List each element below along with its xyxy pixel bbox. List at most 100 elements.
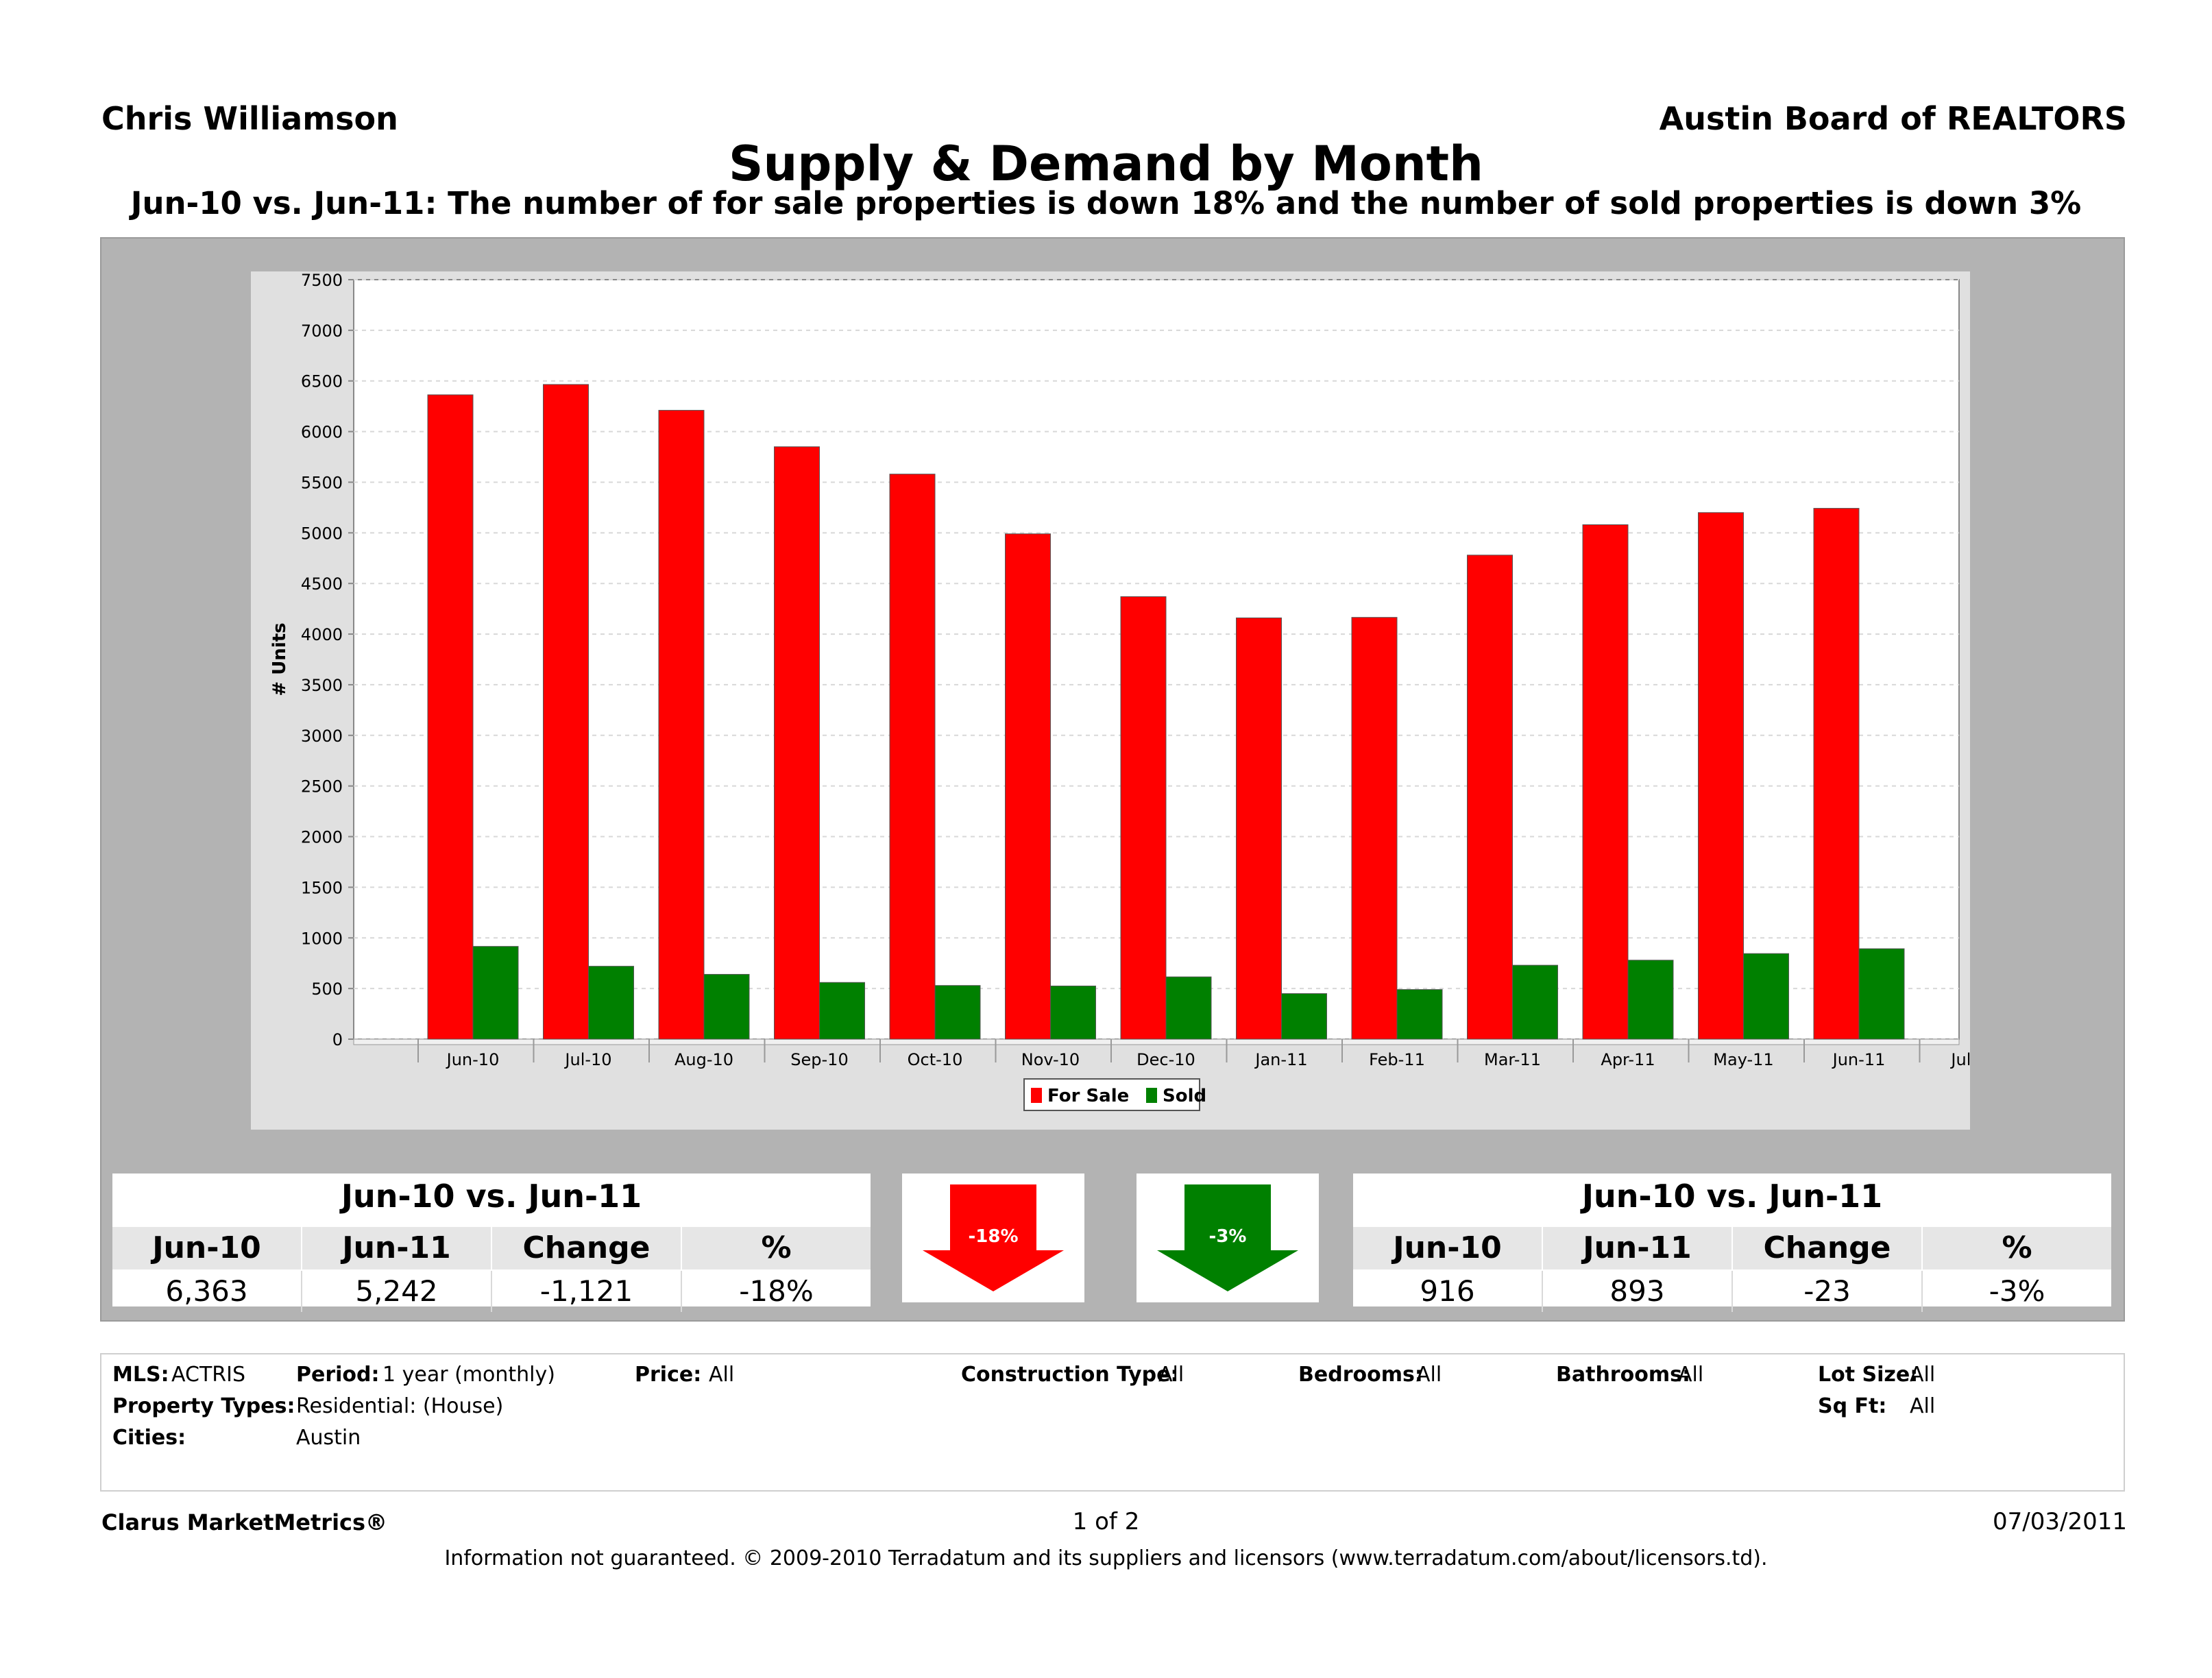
y-axis-title: # Units <box>269 622 290 696</box>
property-types-value: Residential: (House) <box>296 1394 504 1418</box>
report-date: 07/03/2011 <box>1993 1508 2127 1535</box>
bar-for-sale <box>1120 596 1167 1040</box>
legend-swatch <box>1031 1088 1042 1103</box>
board-name: Austin Board of REALTORS <box>1659 100 2127 137</box>
legend-swatch <box>1146 1088 1157 1103</box>
bar-for-sale <box>658 410 705 1040</box>
stats-header: Jun-11 <box>302 1227 492 1269</box>
bar-for-sale <box>1467 555 1513 1040</box>
x-tick-label: Oct-10 <box>908 1050 963 1069</box>
y-tick-label: 3000 <box>301 727 343 746</box>
x-tick-label: Sep-10 <box>790 1050 848 1069</box>
bar-sold <box>819 982 865 1040</box>
lot-size-value: All <box>1910 1363 1936 1387</box>
bar-sold <box>1512 964 1558 1040</box>
y-tick-label: 4000 <box>301 625 343 644</box>
sold-arrow-box: -3% <box>1137 1174 1319 1302</box>
agent-name: Chris Williamson <box>101 100 398 137</box>
stats-value: -18% <box>739 1274 814 1308</box>
stats-title: Jun-10 vs. Jun-11 <box>341 1178 642 1215</box>
bar-for-sale <box>1582 524 1629 1040</box>
stats-header: Change <box>492 1227 682 1269</box>
y-tick-label: 1500 <box>301 878 343 897</box>
stats-header-row: Jun-10 Jun-11 Change % <box>1353 1227 2111 1269</box>
arrow-label: -18% <box>968 1226 1018 1247</box>
cities-value: Austin <box>296 1426 361 1450</box>
x-tick-label: Jul-11 <box>1949 1050 1970 1069</box>
y-tick-label: 6000 <box>301 423 343 442</box>
x-axis-strip <box>353 1038 1960 1045</box>
for-sale-arrow-box: -18% <box>902 1174 1084 1302</box>
stats-value: -1,121 <box>492 1271 682 1312</box>
x-tick-label: Apr-11 <box>1601 1050 1655 1069</box>
x-tick-label: Mar-11 <box>1484 1050 1541 1069</box>
x-tick-label: Aug-10 <box>674 1050 733 1069</box>
y-tick-label: 2000 <box>301 828 343 847</box>
x-tick-label: Jan-11 <box>1254 1050 1307 1069</box>
bar-sold <box>934 985 981 1040</box>
bedrooms-value: All <box>1416 1363 1442 1387</box>
report-subtitle: Jun-10 vs. Jun-11: The number of for sal… <box>130 185 2082 221</box>
lot-size-label: Lot Size: <box>1818 1363 1919 1387</box>
stats-header: % <box>2002 1230 2032 1265</box>
stats-value: -23 <box>1733 1271 1923 1312</box>
bar-sold <box>1281 993 1327 1040</box>
y-tick-label: 4500 <box>301 574 343 594</box>
bar-for-sale <box>1005 533 1051 1040</box>
stats-header-row: Jun-10 Jun-11 Change % <box>112 1227 871 1269</box>
stats-value-row: 916 893 -23 -3% <box>1353 1271 2111 1312</box>
bar-for-sale <box>1351 617 1398 1040</box>
stats-header: Jun-10 <box>1353 1227 1543 1269</box>
bar-for-sale <box>774 446 820 1040</box>
x-tick-label: Feb-11 <box>1369 1050 1425 1069</box>
bathrooms-label: Bathrooms: <box>1556 1363 1690 1387</box>
bar-for-sale <box>1698 512 1744 1040</box>
legend <box>1023 1078 1200 1111</box>
supply-demand-chart: 0 500 1000 1500 2000 2500 3000 3500 4000 4500 5000… <box>269 271 1970 1111</box>
bar-for-sale <box>543 384 589 1040</box>
stats-header: Jun-10 <box>112 1227 302 1269</box>
stats-value: -3% <box>1989 1274 2045 1308</box>
bar-for-sale <box>1813 508 1860 1040</box>
stats-header: Change <box>1733 1227 1923 1269</box>
y-tick-label: 1000 <box>301 929 343 948</box>
page-number: 1 of 2 <box>1072 1508 1140 1535</box>
bar-sold <box>1050 985 1096 1040</box>
y-tick-label: 2500 <box>301 777 343 797</box>
arrow-label: -3% <box>1209 1226 1247 1247</box>
legend-label: For Sale <box>1047 1086 1129 1106</box>
stats-header: % <box>761 1230 792 1265</box>
down-arrow-icon <box>1157 1184 1298 1291</box>
disclaimer: Information not guaranteed. © 2009-2010 … <box>444 1546 1768 1570</box>
stats-value-row: 6,363 5,242 -1,121 -18% <box>112 1271 871 1312</box>
y-tick-label: 5000 <box>301 524 343 543</box>
y-tick-label: 3500 <box>301 676 343 695</box>
price-label: Price: <box>635 1363 702 1387</box>
period-value: 1 year (monthly) <box>382 1363 555 1387</box>
sq-ft-value: All <box>1910 1394 1936 1418</box>
cities-label: Cities: <box>112 1426 186 1450</box>
construction-value: All <box>1158 1363 1184 1387</box>
x-tick-label: Jun-11 <box>1832 1050 1886 1069</box>
y-tick-label: 7500 <box>301 271 343 290</box>
brand-name: Clarus MarketMetrics® <box>101 1509 388 1535</box>
stats-value: 6,363 <box>112 1271 302 1312</box>
bar-sold <box>472 946 519 1040</box>
mls-value: ACTRIS <box>171 1363 246 1387</box>
bar-sold <box>1165 976 1212 1040</box>
bathrooms-value: All <box>1678 1363 1704 1387</box>
bar-sold <box>1858 948 1905 1040</box>
price-value: All <box>709 1363 735 1387</box>
report-title: Supply & Demand by Month <box>729 136 1483 192</box>
bar-for-sale <box>889 474 936 1040</box>
stats-value: 893 <box>1543 1271 1733 1312</box>
y-tick-label: 500 <box>311 980 343 999</box>
x-tick-label: Jun-10 <box>446 1050 500 1069</box>
for-sale-stats: Jun-10 vs. Jun-11 Jun-10 Jun-11 Change %… <box>112 1174 871 1312</box>
bar-for-sale <box>1236 617 1282 1040</box>
property-types-label: Property Types: <box>112 1394 295 1418</box>
sq-ft-label: Sq Ft: <box>1818 1394 1887 1418</box>
y-tick-label: 6500 <box>301 372 343 391</box>
bar-sold <box>703 973 750 1040</box>
stats-title: Jun-10 vs. Jun-11 <box>1581 1178 1883 1215</box>
